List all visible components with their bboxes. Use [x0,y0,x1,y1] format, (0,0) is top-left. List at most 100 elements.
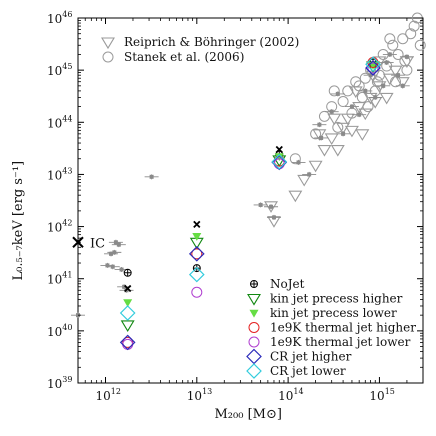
data-point [275,145,283,154]
legend-label: 1e9K thermal jet higher [270,321,416,335]
data-point [367,62,379,74]
legend-top: Reiprich & Böhringer (2002)Stanek et al.… [101,35,299,64]
data-point [123,299,133,308]
y-axis-label: L₀.₅₋₇keV [erg s⁻¹] [11,161,26,281]
y-tick-label: 1040 [47,323,72,339]
data-point [312,129,327,141]
data-point [302,171,317,177]
data-point [332,121,344,133]
y-tick-label: 1041 [47,271,72,287]
y-tick-label: 1043 [47,166,72,182]
series-5 [124,60,377,293]
data-point [365,56,381,73]
x-tick-label: 1013 [187,387,212,403]
x-axis-label: M₂₀₀ [M⊙] [215,407,282,422]
data-point [352,102,367,114]
data-point [395,83,410,89]
axes-layer: 1012 1013 1014 1015 1039 1040 1041 1042 1043 1044… [11,10,424,422]
data-point [330,145,345,157]
data-point [105,264,120,270]
data-point [363,72,378,78]
data-point [352,112,367,118]
y-tick-label: 1042 [47,219,72,235]
data-point [271,153,288,170]
data-point [382,51,397,57]
data-point [107,249,122,255]
data-point [371,76,383,88]
series-11 [119,56,381,321]
data-point [399,54,414,60]
data-point [111,242,126,248]
data-point [297,174,312,187]
legend-label: 1e9K thermal jet lower [270,335,411,349]
data-point [123,268,132,277]
data-point [266,214,281,220]
data-point [308,160,323,173]
legend-marker [248,322,260,333]
data-point [337,96,349,108]
data-point [391,72,406,78]
data-point [291,159,306,165]
data-point [188,266,205,283]
x-tick-label: 1014 [278,387,303,403]
data-point [193,220,201,229]
data-point [312,122,327,128]
legend-marker [246,363,262,379]
plot-area [77,17,424,384]
data-point [365,60,381,76]
data-point [355,129,370,141]
data-point [336,122,351,135]
y-tick-label: 1044 [47,114,72,130]
data-point [253,202,268,208]
data-point [376,83,391,89]
data-point [264,204,279,210]
data-point [324,133,339,146]
data-point [330,91,345,97]
data-point [310,128,322,140]
legend-label: kin jet precess lower [270,306,397,320]
data-point [324,109,339,115]
data-point [395,77,410,89]
data-point [188,245,205,262]
data-point [340,113,355,126]
data-point [327,113,342,126]
data-point [192,233,202,241]
series-1 [289,12,426,165]
data-point [336,131,351,137]
legend-label: kin jet precess higher [270,292,403,306]
data-point [390,76,402,88]
legend-label: Stanek et al. (2006) [124,50,244,64]
data-point [144,174,159,180]
data-point [314,135,329,141]
series-2 [71,51,414,318]
legend-marker [248,336,260,348]
data-point [350,76,362,88]
data-point [397,33,409,45]
data-point [289,153,301,165]
series-4 [123,58,377,277]
data-point [124,284,132,293]
legend-marker [246,348,262,365]
y-tick-label: 1045 [47,62,72,78]
data-point [342,85,354,97]
data-point [328,85,340,97]
data-point [399,55,411,67]
data-point [405,28,417,40]
marks-layer: IC [71,12,426,351]
legend-label: Reiprich & Böhringer (2002) [124,35,299,49]
data-point [379,60,394,66]
data-point [358,108,373,121]
data-point [288,190,303,203]
legend-marker [250,280,258,288]
legend-marker [102,51,114,63]
data-point [344,104,359,110]
legend-label: NoJet [270,277,305,291]
data-point [356,91,368,103]
legend-marker [247,293,261,306]
legend-label: CR jet higher [270,350,352,364]
y-tick-label: 1046 [47,10,72,26]
data-point [379,92,394,105]
data-point [191,286,203,298]
